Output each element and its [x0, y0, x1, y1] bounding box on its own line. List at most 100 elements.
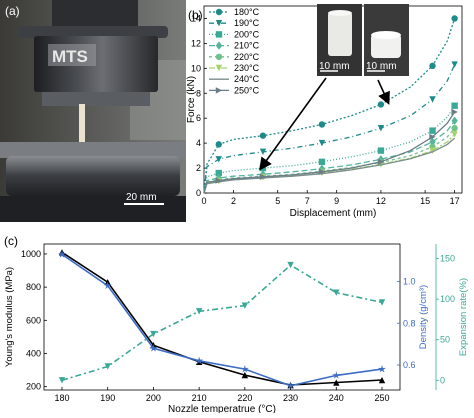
x-tick-label-c: 220 — [237, 393, 252, 403]
y-tick-label-b: 12 — [191, 38, 201, 48]
data-point-b — [451, 108, 458, 116]
x-tick-label-c: 200 — [146, 393, 161, 403]
data-point-b — [259, 132, 267, 139]
data-point-c — [150, 330, 157, 338]
plot-frame-c — [43, 243, 401, 391]
mts-block-text: MTS — [52, 47, 88, 66]
legend-marker-b — [215, 8, 223, 16]
data-point-b — [215, 141, 222, 148]
data-point-c — [378, 364, 386, 373]
lower-base — [0, 196, 186, 222]
data-point-b — [377, 158, 385, 166]
panel-b-label: (b) — [188, 8, 203, 22]
left-tick-label-c: 400 — [26, 349, 41, 359]
photo-panel-a: MTS 20 mm (a) — [0, 0, 186, 222]
legend-marker-b — [215, 31, 223, 38]
legend-label-b: 210°C — [234, 41, 260, 51]
inset-1-specimen — [328, 12, 352, 56]
series-group-b — [203, 15, 458, 194]
lower-platen-disc — [6, 156, 180, 196]
data-point-b — [451, 15, 458, 22]
data-point-b — [215, 156, 222, 163]
series-line-c-2 — [61, 264, 383, 382]
right2-tick-label-c: 100 — [440, 294, 455, 304]
x-tick-label-b: 12 — [376, 196, 386, 206]
y-tick-label-b: 10 — [191, 63, 201, 73]
force-displacement-chart: (b) 0 2 5 7 9 12 15 17 0 2 4 6 8 10 12 14 Displacement (… — [186, 4, 463, 219]
series-line-c-0 — [61, 251, 383, 386]
x-tick-label-b: 5 — [275, 196, 280, 206]
upper-flange — [18, 26, 168, 38]
series-line-b-5 — [203, 133, 456, 194]
data-point-c — [58, 377, 66, 384]
data-point-b — [259, 173, 267, 180]
data-point-b — [429, 147, 436, 154]
data-point-b — [429, 137, 436, 147]
x-tick-label-c: 240 — [329, 393, 344, 403]
y-tick-label-b: 14 — [191, 13, 201, 23]
inset-2-scale-label: 10 mm — [366, 61, 397, 72]
data-point-c — [333, 379, 340, 386]
axes-c: 180 190 200 210 220 230 240 250 Nozzle temperatr… — [4, 244, 469, 415]
data-point-c — [195, 356, 204, 365]
data-point-b — [259, 148, 267, 156]
left-axis-label-c: Young's modulus (MPa) — [4, 267, 15, 367]
legend-marker-b — [215, 41, 223, 50]
data-point-c — [286, 381, 295, 390]
legend-label-b: 230°C — [234, 63, 260, 73]
data-point-c — [240, 364, 249, 373]
data-point-b — [377, 124, 385, 132]
data-point-b — [215, 169, 222, 177]
y-tick-label-b: 0 — [196, 188, 201, 198]
inset-1-scale-label: 10 mm — [319, 61, 350, 72]
x-axis-label-c: Nozzle temperatrue (°C) — [168, 404, 276, 413]
data-point-b — [318, 121, 326, 128]
data-point-c — [287, 261, 294, 269]
x-tick-label-b: 17 — [450, 196, 460, 206]
panel-c-chart: (c) 180 190 200 210 220 230 240 250 Nozzle tempe… — [0, 230, 474, 415]
left-tick-label-c: 1000 — [21, 249, 41, 259]
compression-test-photo: MTS 20 mm (a) — [0, 0, 186, 222]
inset-2-specimen — [371, 34, 401, 58]
inset-1-specimen-top — [328, 10, 352, 16]
legend-marker-b — [215, 20, 223, 27]
left-tick-label-c: 800 — [26, 282, 41, 292]
data-point-c — [378, 299, 386, 306]
data-point-c — [195, 308, 203, 315]
data-point-c — [241, 302, 249, 309]
inset-photo-1: 10 mm — [317, 4, 362, 76]
panel-b-chart: (b) 0 2 5 7 9 12 15 17 0 2 4 6 8 10 12 14 Displacement (… — [186, 0, 474, 230]
x-tick-label-c: 210 — [192, 393, 207, 403]
data-point-c — [104, 363, 111, 370]
x-axis-label-b: Displacement (mm) — [290, 208, 377, 219]
x-tick-label-b: 2 — [231, 196, 236, 206]
y-tick-label-b: 8 — [196, 88, 201, 98]
panel-c-label: (c) — [4, 234, 18, 248]
data-point-c — [378, 376, 386, 384]
right1-tick-label-c: 0.8 — [403, 318, 416, 328]
panel-a-label: (a) — [5, 4, 20, 18]
data-point-b — [429, 133, 436, 141]
right1-tick-label-c: 0.6 — [403, 360, 416, 370]
y-axis-label-b: Force (kN) — [186, 76, 197, 123]
scale-label-a: 20 mm — [126, 192, 157, 203]
x-tick-label-b: 15 — [420, 196, 430, 206]
data-point-b — [451, 131, 458, 138]
y-tick-label-b: 2 — [196, 163, 201, 173]
data-point-c — [149, 344, 158, 352]
foam-specimen — [79, 104, 85, 142]
legend-label-b: 250°C — [234, 85, 260, 95]
data-point-b — [429, 62, 436, 70]
x-tick-label-c: 230 — [283, 393, 298, 403]
data-point-b — [318, 139, 326, 147]
data-point-c — [333, 289, 340, 296]
data-point-b — [318, 158, 326, 166]
data-point-c — [103, 281, 112, 290]
inset-2-specimen-top — [371, 31, 401, 39]
label-plate — [48, 44, 96, 66]
data-point-b — [451, 116, 458, 125]
x-tick-label-b: 7 — [305, 196, 310, 206]
legend-label-b: 180°C — [234, 7, 260, 17]
inset-1-arrow — [259, 77, 327, 171]
data-point-c — [332, 371, 341, 379]
